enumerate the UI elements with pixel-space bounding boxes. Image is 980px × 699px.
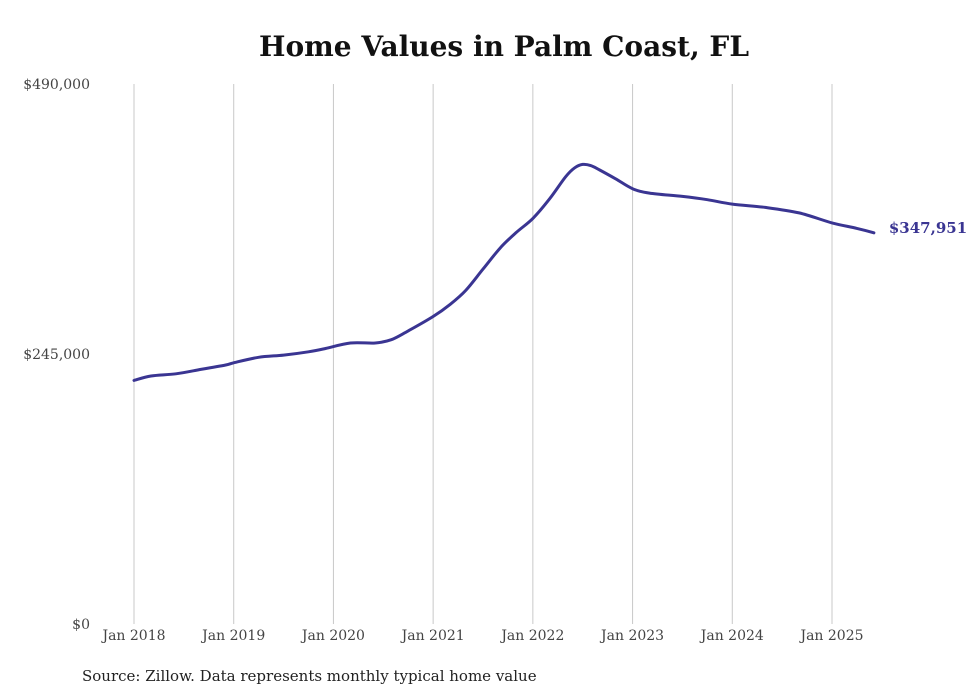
x-tick-label: Jan 2021 <box>400 628 465 644</box>
x-tick-label: Jan 2022 <box>499 628 564 644</box>
x-tick-label: Jan 2020 <box>300 628 365 644</box>
series-line <box>132 162 876 382</box>
x-tick-label: Jan 2018 <box>100 628 165 644</box>
end-value-label: $347,951 <box>889 219 967 237</box>
y-tick-label: $490,000 <box>23 77 90 93</box>
x-tick-label: Jan 2019 <box>200 628 265 644</box>
y-tick-label: $245,000 <box>23 347 90 363</box>
x-tick-label: Jan 2023 <box>599 628 664 644</box>
source-note: Source: Zillow. Data represents monthly … <box>82 667 537 685</box>
gridlines <box>133 84 833 624</box>
x-tick-label: Jan 2024 <box>699 628 764 644</box>
y-axis-ticks: $0 $245,000 $490,000 <box>23 77 90 633</box>
chart-title: Home Values in Palm Coast, FL <box>259 30 749 63</box>
x-tick-label: Jan 2025 <box>798 628 863 644</box>
x-axis-ticks: Jan 2018 Jan 2019 Jan 2020 Jan 2021 Jan 2022… <box>100 628 863 644</box>
y-tick-label: $0 <box>72 617 90 633</box>
